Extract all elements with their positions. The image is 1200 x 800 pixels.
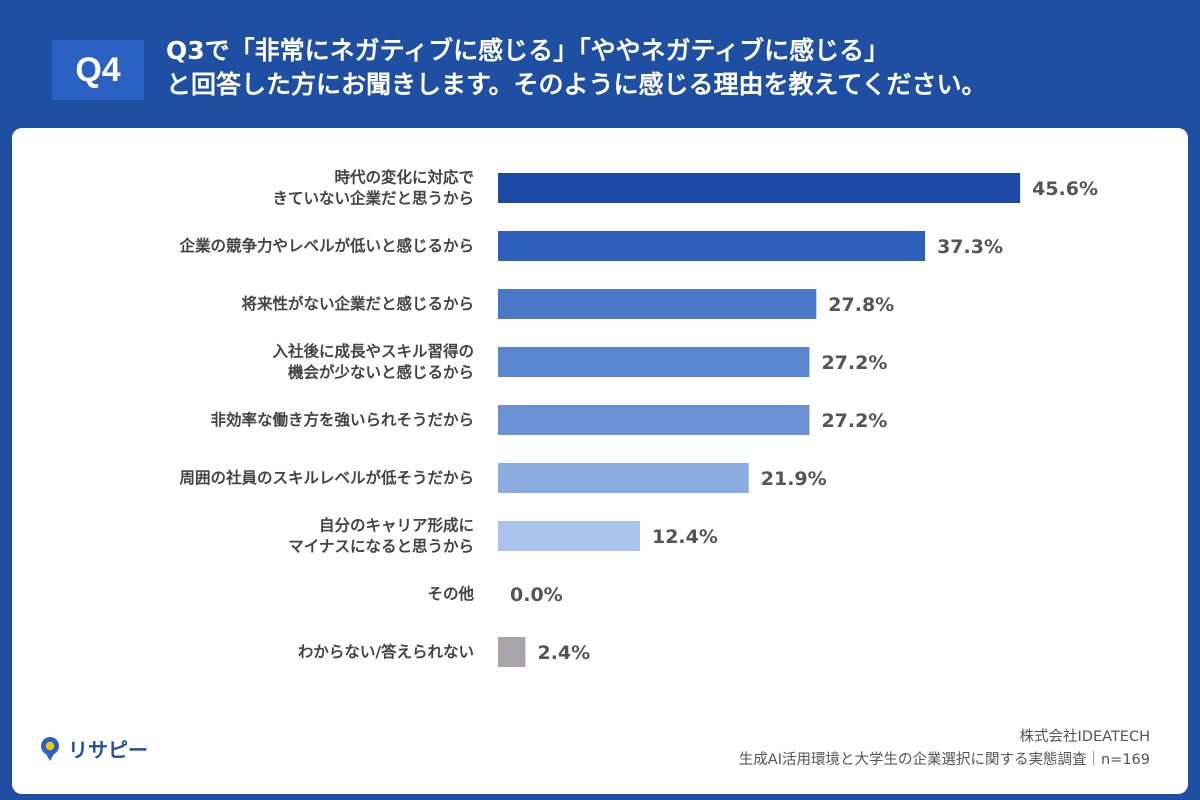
- footer-company: 株式会社IDEATECH: [1019, 729, 1150, 745]
- footer: 株式会社IDEATECH 生成AI活用環境と大学生の企業選択に関する実態調査｜n…: [739, 726, 1150, 772]
- footer-survey: 生成AI活用環境と大学生の企業選択に関する実態調査｜n=169: [738, 752, 1150, 768]
- question-title-line-2: と回答した方にお聞きします。そのように感じる理由を教えてください。: [166, 70, 987, 99]
- pin-icon: [41, 736, 59, 761]
- logo: リサピー: [38, 734, 148, 763]
- logo-text: リサピー: [68, 738, 148, 762]
- chart-panel: [12, 128, 1188, 794]
- question-title-line-1: Q3で「非常にネガティブに感じる」「ややネガティブに感じる」: [166, 36, 890, 65]
- header: Q4 Q3で「非常にネガティブに感じる」「ややネガティブに感じる」 と回答した方…: [0, 0, 1200, 128]
- question-badge: Q4: [52, 40, 144, 100]
- question-title: Q3で「非常にネガティブに感じる」「ややネガティブに感じる」 と回答した方にお聞…: [166, 34, 1176, 102]
